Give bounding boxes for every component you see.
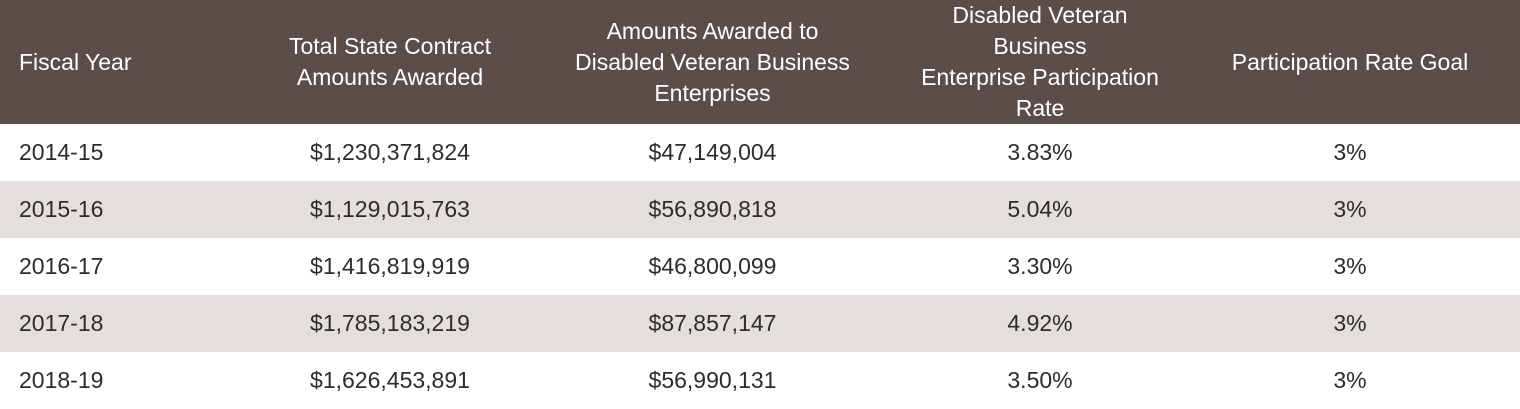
cell-participation-rate: 5.04% — [900, 181, 1180, 238]
cell-total-amount: $1,785,183,219 — [255, 295, 525, 352]
cell-rate-goal: 3% — [1180, 295, 1520, 352]
cell-fiscal-year: 2015-16 — [0, 181, 255, 238]
cell-rate-goal: 3% — [1180, 352, 1520, 409]
table-row: 2017-18 $1,785,183,219 $87,857,147 4.92%… — [0, 295, 1520, 352]
header-participation-goal: Participation Rate Goal — [1180, 0, 1520, 124]
header-dvbe-participation-rate: Disabled Veteran Business Enterprise Part… — [900, 0, 1180, 124]
cell-total-amount: $1,626,453,891 — [255, 352, 525, 409]
cell-rate-goal: 3% — [1180, 238, 1520, 295]
cell-rate-goal: 3% — [1180, 181, 1520, 238]
table-row: 2014-15 $1,230,371,824 $47,149,004 3.83%… — [0, 124, 1520, 181]
cell-fiscal-year: 2018-19 — [0, 352, 255, 409]
cell-dvbe-amount: $87,857,147 — [525, 295, 900, 352]
cell-fiscal-year: 2014-15 — [0, 124, 255, 181]
cell-participation-rate: 4.92% — [900, 295, 1180, 352]
header-dvbe-amounts: Amounts Awarded to Disabled Veteran Busin… — [525, 0, 900, 124]
cell-total-amount: $1,129,015,763 — [255, 181, 525, 238]
cell-dvbe-amount: $47,149,004 — [525, 124, 900, 181]
cell-dvbe-amount: $46,800,099 — [525, 238, 900, 295]
cell-total-amount: $1,230,371,824 — [255, 124, 525, 181]
table-row: 2018-19 $1,626,453,891 $56,990,131 3.50%… — [0, 352, 1520, 409]
table-row: 2016-17 $1,416,819,919 $46,800,099 3.30%… — [0, 238, 1520, 295]
cell-participation-rate: 3.30% — [900, 238, 1180, 295]
header-fiscal-year: Fiscal Year — [0, 0, 255, 124]
cell-total-amount: $1,416,819,919 — [255, 238, 525, 295]
cell-participation-rate: 3.50% — [900, 352, 1180, 409]
table-row: 2015-16 $1,129,015,763 $56,890,818 5.04%… — [0, 181, 1520, 238]
cell-rate-goal: 3% — [1180, 124, 1520, 181]
cell-fiscal-year: 2017-18 — [0, 295, 255, 352]
cell-dvbe-amount: $56,990,131 — [525, 352, 900, 409]
header-total-contract-amounts: Total State Contract Amounts Awarded — [255, 0, 525, 124]
cell-dvbe-amount: $56,890,818 — [525, 181, 900, 238]
cell-fiscal-year: 2016-17 — [0, 238, 255, 295]
cell-participation-rate: 3.83% — [900, 124, 1180, 181]
header-row: Fiscal Year Total State Contract Amounts … — [0, 0, 1520, 124]
